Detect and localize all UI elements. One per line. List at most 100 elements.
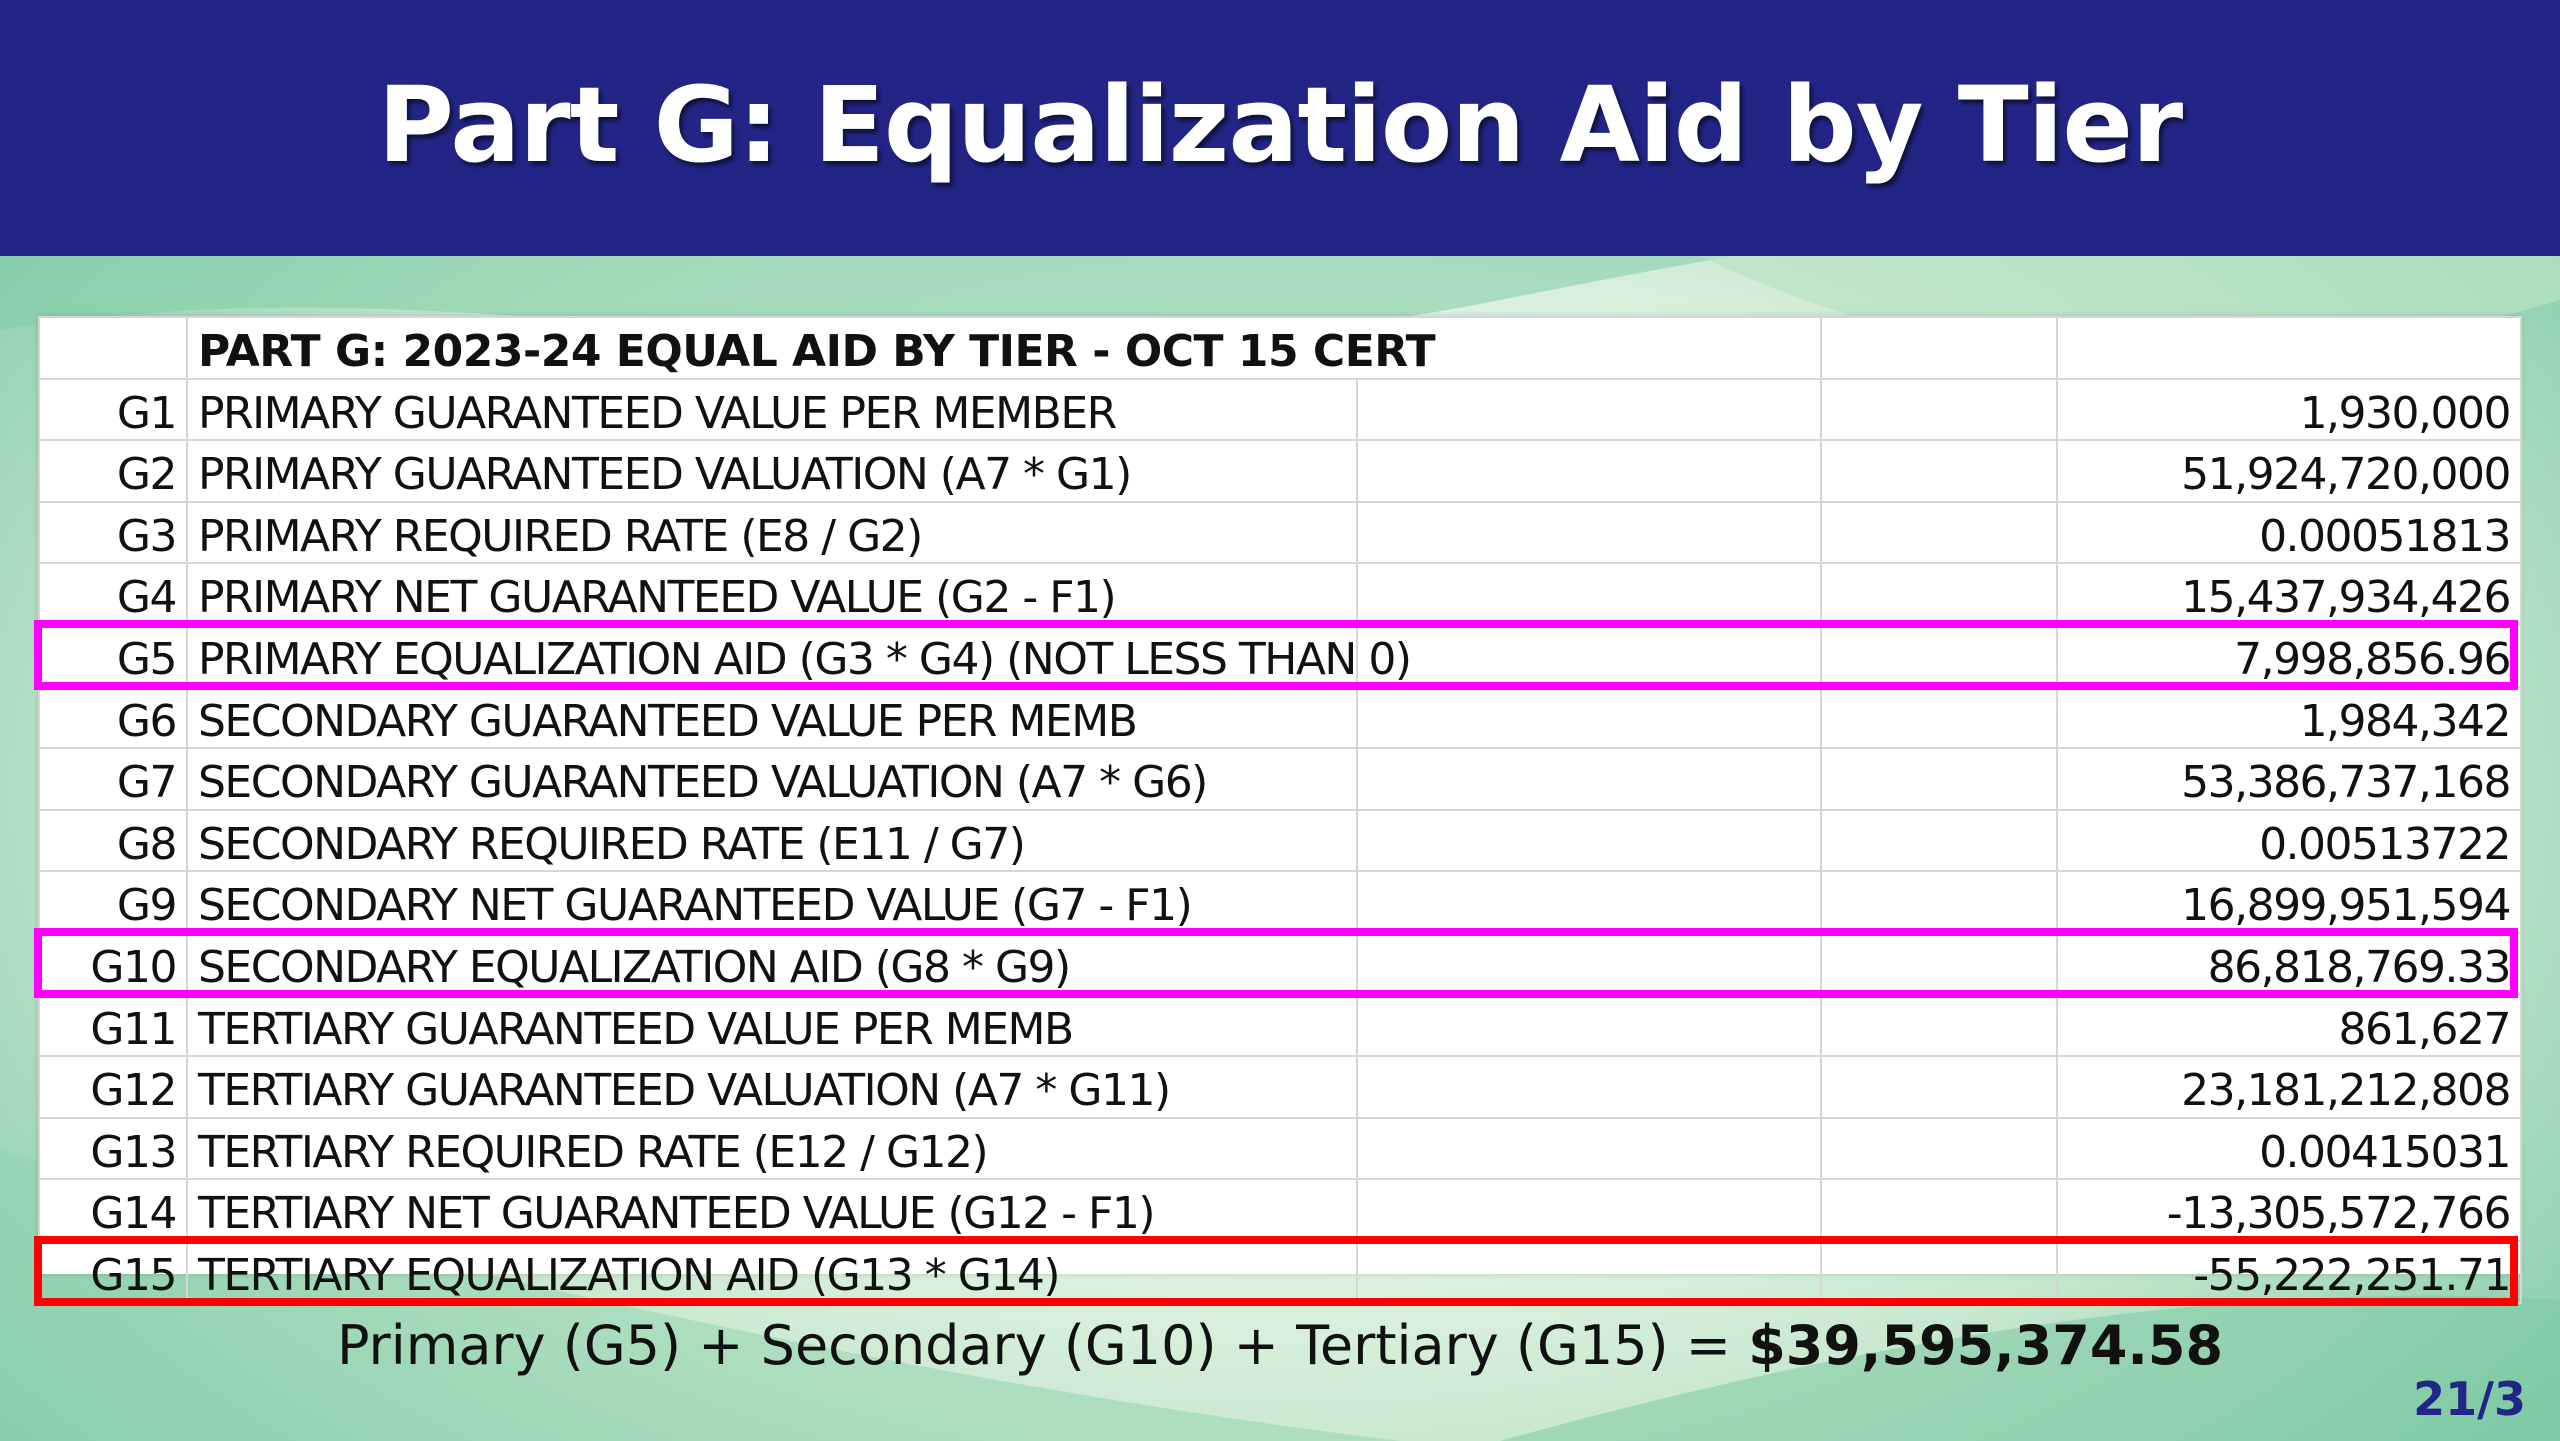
table-row-g13: G13 TERTIARY REQUIRED RATE (E12 / G12) 0.0… — [38, 1116, 2522, 1181]
table-row-g14: G14 TERTIARY NET GUARANTEED VALUE (G12 - … — [38, 1178, 2522, 1242]
empty-cell — [1356, 993, 1822, 1058]
empty-cell — [1820, 1178, 2058, 1242]
empty-cell — [1820, 377, 2058, 442]
row-code: G12 — [38, 1055, 188, 1119]
row-value: 23,181,212,808 — [2056, 1055, 2522, 1119]
table-row-g7: G7 SECONDARY GUARANTEED VALUATION (A7 * G… — [38, 747, 2522, 811]
row-code: G11 — [38, 993, 188, 1058]
table-row-g15: G15 TERTIARY EQUALIZATION AID (G13 * G14)… — [38, 1239, 2522, 1304]
empty-cell — [1820, 439, 2058, 503]
empty-cell — [1356, 623, 1822, 688]
table-row-g4: G4 PRIMARY NET GUARANTEED VALUE (G2 - F1)… — [38, 562, 2522, 626]
row-label: TERTIARY GUARANTEED VALUE PER MEMB — [186, 993, 1358, 1058]
row-value: 15,437,934,426 — [2056, 562, 2522, 626]
row-label: SECONDARY NET GUARANTEED VALUE (G7 - F1) — [186, 870, 1358, 934]
empty-cell — [1820, 316, 2058, 380]
formula-total: $39,595,374.58 — [1748, 1314, 2224, 1377]
row-code: G6 — [38, 685, 188, 750]
empty-cell — [2056, 316, 2522, 380]
row-value: 861,627 — [2056, 993, 2522, 1058]
row-label: SECONDARY EQUALIZATION AID (G8 * G9) — [186, 931, 1358, 996]
row-code: G3 — [38, 500, 188, 565]
row-label: SECONDARY GUARANTEED VALUATION (A7 * G6) — [186, 747, 1358, 811]
table-body: PART G: 2023-24 EQUAL AID BY TIER - OCT … — [38, 316, 2522, 1304]
empty-cell — [1356, 1055, 1822, 1119]
table-row-g1: G1 PRIMARY GUARANTEED VALUE PER MEMBER 1,9… — [38, 377, 2522, 442]
table-row-g5: G5 PRIMARY EQUALIZATION AID (G3 * G4) (NO… — [38, 623, 2522, 688]
row-value: 0.00415031 — [2056, 1116, 2522, 1181]
empty-cell — [1820, 870, 2058, 934]
empty-cell — [1356, 562, 1822, 626]
empty-cell — [1820, 993, 2058, 1058]
table-row-g6: G6 SECONDARY GUARANTEED VALUE PER MEMB 1,9… — [38, 685, 2522, 750]
row-value: 1,984,342 — [2056, 685, 2522, 750]
empty-cell — [1820, 1239, 2058, 1304]
row-label: PRIMARY GUARANTEED VALUE PER MEMBER — [186, 377, 1358, 442]
empty-cell — [1356, 377, 1822, 442]
row-label: PRIMARY REQUIRED RATE (E8 / G2) — [186, 500, 1358, 565]
empty-cell — [1356, 1116, 1822, 1181]
empty-cell — [1820, 562, 2058, 626]
empty-cell — [1820, 685, 2058, 750]
table-row-g10: G10 SECONDARY EQUALIZATION AID (G8 * G9) 8… — [38, 931, 2522, 996]
empty-cell — [1356, 1178, 1822, 1242]
row-label: PRIMARY GUARANTEED VALUATION (A7 * G1) — [186, 439, 1358, 503]
formula-text: Primary (G5) + Secondary (G10) + Tertiar… — [336, 1314, 1749, 1377]
row-value: -55,222,251.71 — [2056, 1239, 2522, 1304]
sum-formula: Primary (G5) + Secondary (G10) + Tertiar… — [0, 1314, 2560, 1377]
row-value: 86,818,769.33 — [2056, 931, 2522, 996]
table-row-g3: G3 PRIMARY REQUIRED RATE (E8 / G2) 0.00051… — [38, 500, 2522, 565]
row-value: 16,899,951,594 — [2056, 870, 2522, 934]
row-label: PRIMARY NET GUARANTEED VALUE (G2 - F1) — [186, 562, 1358, 626]
table-header-row: PART G: 2023-24 EQUAL AID BY TIER - OCT … — [38, 316, 2522, 380]
slide-number: 21/3 — [2413, 1372, 2526, 1426]
row-value: -13,305,572,766 — [2056, 1178, 2522, 1242]
header-code-cell — [38, 316, 188, 380]
row-value: 0.00051813 — [2056, 500, 2522, 565]
row-value: 0.00513722 — [2056, 808, 2522, 873]
empty-cell — [1356, 931, 1822, 996]
equal-aid-table: PART G: 2023-24 EQUAL AID BY TIER - OCT … — [38, 316, 2522, 1304]
table-row-g8: G8 SECONDARY REQUIRED RATE (E11 / G7) 0.00… — [38, 808, 2522, 873]
empty-cell — [1820, 747, 2058, 811]
row-code: G8 — [38, 808, 188, 873]
row-code: G2 — [38, 439, 188, 503]
row-code: G1 — [38, 377, 188, 442]
row-label: TERTIARY GUARANTEED VALUATION (A7 * G11) — [186, 1055, 1358, 1119]
row-code: G10 — [38, 931, 188, 996]
empty-cell — [1356, 808, 1822, 873]
row-code: G13 — [38, 1116, 188, 1181]
table-row-g11: G11 TERTIARY GUARANTEED VALUE PER MEMB 861… — [38, 993, 2522, 1058]
empty-cell — [1820, 1055, 2058, 1119]
row-code: G15 — [38, 1239, 188, 1304]
row-value: 53,386,737,168 — [2056, 747, 2522, 811]
row-label: PRIMARY EQUALIZATION AID (G3 * G4) (NOT … — [186, 623, 1412, 688]
empty-cell — [1820, 931, 2058, 996]
row-label: TERTIARY NET GUARANTEED VALUE (G12 - F1) — [186, 1178, 1358, 1242]
empty-cell — [1820, 1116, 2058, 1181]
row-value: 1,930,000 — [2056, 377, 2522, 442]
table-row-g9: G9 SECONDARY NET GUARANTEED VALUE (G7 - F… — [38, 870, 2522, 934]
table-header: PART G: 2023-24 EQUAL AID BY TIER - OCT … — [186, 316, 1822, 380]
row-label: TERTIARY REQUIRED RATE (E12 / G12) — [186, 1116, 1358, 1181]
row-value: 51,924,720,000 — [2056, 439, 2522, 503]
row-value: 7,998,856.96 — [2056, 623, 2522, 688]
spreadsheet: PART G: 2023-24 EQUAL AID BY TIER - OCT … — [34, 316, 2522, 1306]
row-code: G7 — [38, 747, 188, 811]
row-label: SECONDARY GUARANTEED VALUE PER MEMB — [186, 685, 1358, 750]
row-code: G9 — [38, 870, 188, 934]
row-label: TERTIARY EQUALIZATION AID (G13 * G14) — [186, 1239, 1358, 1304]
empty-cell — [1356, 500, 1822, 565]
empty-cell — [1356, 439, 1822, 503]
slide-title: Part G: Equalization Aid by Tier — [377, 64, 2183, 186]
title-bar: Part G: Equalization Aid by Tier — [0, 0, 2560, 256]
table-row-g2: G2 PRIMARY GUARANTEED VALUATION (A7 * G1)… — [38, 439, 2522, 503]
empty-cell — [1356, 1239, 1822, 1304]
empty-cell — [1820, 808, 2058, 873]
table-row-g12: G12 TERTIARY GUARANTEED VALUATION (A7 * G… — [38, 1055, 2522, 1119]
row-label: SECONDARY REQUIRED RATE (E11 / G7) — [186, 808, 1358, 873]
empty-cell — [1356, 870, 1822, 934]
empty-cell — [1820, 500, 2058, 565]
empty-cell — [1356, 685, 1822, 750]
row-code: G5 — [38, 623, 188, 688]
